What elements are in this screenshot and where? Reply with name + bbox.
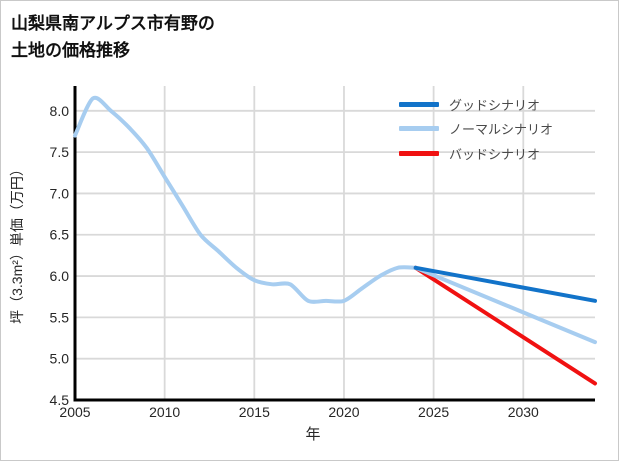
y-tick-label: 5.0 <box>50 351 70 367</box>
legend-swatch-bad <box>399 150 439 156</box>
y-tick-label: 6.5 <box>50 227 70 243</box>
legend-swatch-normal <box>399 126 439 132</box>
x-tick-label: 2015 <box>239 404 270 420</box>
chart-title-line-2: 土地の価格推移 <box>11 41 130 60</box>
legend-swatch-good <box>399 101 439 107</box>
x-tick-label: 2020 <box>328 404 359 420</box>
y-tick-label: 7.5 <box>50 144 70 160</box>
legend-label-bad: バッドシナリオ <box>449 146 541 162</box>
x-tick-label: 2005 <box>59 404 90 420</box>
legend-item-bad: バッドシナリオ <box>399 141 553 166</box>
x-tick-label: 2030 <box>508 404 539 420</box>
x-axis-label: 年 <box>305 426 321 443</box>
series-line-good <box>413 265 597 303</box>
x-tick-label: 2010 <box>149 404 180 420</box>
legend-item-normal: ノーマルシナリオ <box>399 117 553 142</box>
chart-title: 山梨県南アルプス市有野の 土地の価格推移 <box>11 10 215 64</box>
y-tick-label: 8.0 <box>50 103 70 119</box>
y-axis-label: 坪（3.3m²）単価（万円） <box>9 162 25 324</box>
series-line-bad <box>413 265 597 386</box>
x-tick-label: 2025 <box>418 404 449 420</box>
chart-title-line-1: 山梨県南アルプス市有野の <box>11 14 215 33</box>
y-tick-label: 5.5 <box>50 309 70 325</box>
y-tick-label: 4.5 <box>50 392 70 408</box>
legend: グッドシナリオ ノーマルシナリオ バッドシナリオ <box>399 92 553 166</box>
legend-label-normal: ノーマルシナリオ <box>449 122 554 138</box>
legend-item-good: グッドシナリオ <box>399 92 553 117</box>
series-line-normal <box>413 265 597 345</box>
history-line <box>73 95 418 304</box>
legend-label-good: グッドシナリオ <box>449 97 541 113</box>
y-tick-label: 7.0 <box>50 185 70 201</box>
y-tick-label: 6.0 <box>50 268 70 284</box>
